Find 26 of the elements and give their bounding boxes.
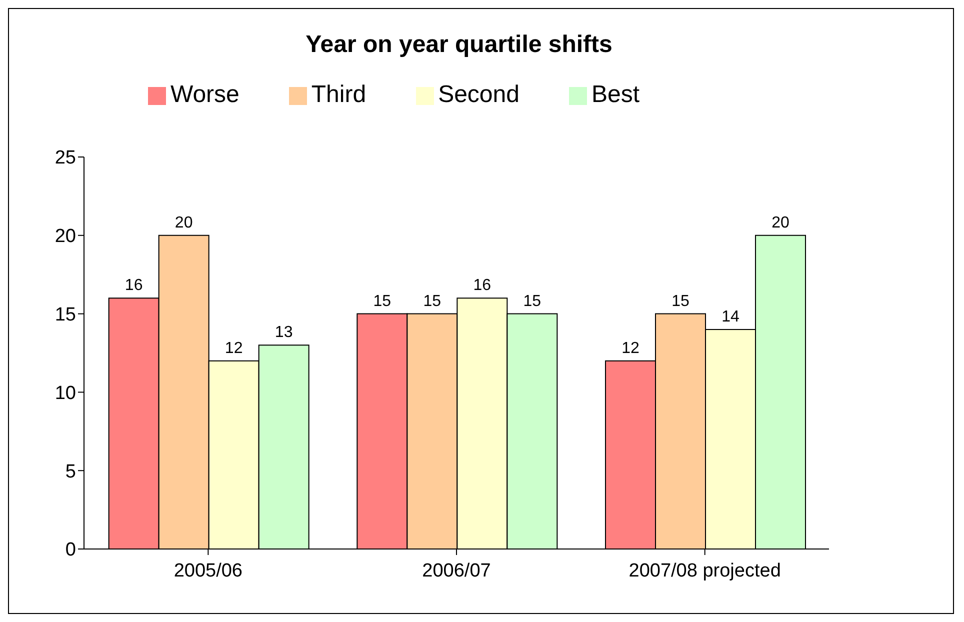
data-label: 16 xyxy=(124,277,143,294)
data-label: 15 xyxy=(423,292,442,310)
y-tick-label: 5 xyxy=(65,461,76,482)
y-tick-label: 25 xyxy=(54,148,76,169)
legend-label: Worse xyxy=(170,81,240,108)
legend-label: Best xyxy=(591,81,640,108)
data-label: 16 xyxy=(473,277,492,294)
legend-label: Second xyxy=(438,81,520,108)
y-tick-label: 20 xyxy=(54,226,76,248)
data-label: 20 xyxy=(174,214,193,232)
data-label: 20 xyxy=(772,214,790,232)
x-tick-label: 2005/06 xyxy=(174,560,243,582)
y-tick-label: 15 xyxy=(54,304,76,326)
data-label: 15 xyxy=(672,292,690,310)
x-tick-label: 2006/07 xyxy=(422,560,491,582)
data-label: 14 xyxy=(722,308,740,326)
data-label: 12 xyxy=(224,340,243,357)
y-tick-label: 0 xyxy=(65,540,76,561)
data-label: 15 xyxy=(523,292,542,310)
data-label: 12 xyxy=(622,340,640,357)
x-tick-label: 2007/08 projected xyxy=(628,560,781,582)
legend-label: Third xyxy=(311,81,366,108)
data-label: 13 xyxy=(274,324,293,342)
data-label: 15 xyxy=(373,292,392,310)
y-tick-label: 10 xyxy=(54,382,76,404)
chart-title: Year on year quartile shifts xyxy=(304,31,614,59)
